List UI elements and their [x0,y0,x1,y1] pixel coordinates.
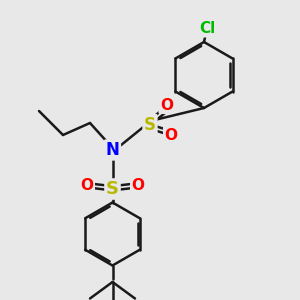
Text: N: N [106,141,119,159]
Text: O: O [160,98,173,112]
Text: S: S [106,180,119,198]
Text: O: O [164,128,178,142]
Text: Cl: Cl [199,21,215,36]
Text: S: S [144,116,156,134]
Text: O: O [80,178,94,194]
Text: O: O [131,178,145,194]
